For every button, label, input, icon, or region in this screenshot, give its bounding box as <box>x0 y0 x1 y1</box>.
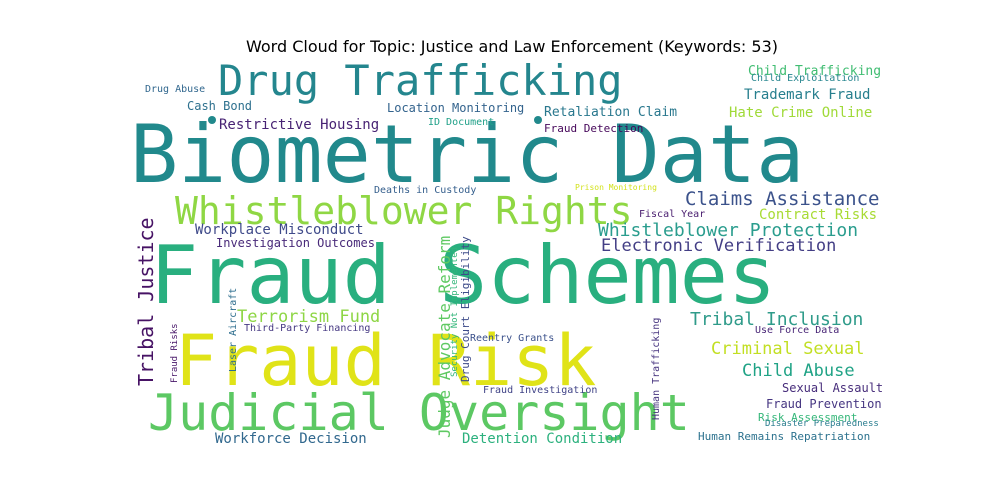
word-fiscal-year: Fiscal Year <box>639 209 705 220</box>
word-location-monitoring: Location Monitoring <box>387 101 524 115</box>
word-fraud-schemes: Fraud Schemes <box>150 229 776 322</box>
word-fraud-investigation: Fraud Investigation <box>483 385 597 396</box>
word-use-force-data: Use Force Data <box>755 325 839 336</box>
word-hate-crime-online: Hate Crime Online <box>729 105 872 121</box>
word-detention-condition: Detention Condition <box>462 431 622 447</box>
word-contract-risks: Contract Risks <box>759 207 877 223</box>
word-workforce-decision: Workforce Decision <box>215 431 367 447</box>
word-risk-assessment: Risk Assessment <box>758 411 857 424</box>
word-tribal-inclusion: Tribal Inclusion <box>690 309 863 330</box>
word-prison-monitoring: Prison Monitoring <box>575 183 657 192</box>
word-tribal-justice: Tribal Justice <box>134 217 158 386</box>
word-investigation-outcomes: Investigation Outcomes <box>216 236 375 250</box>
word-child-exploitation: Child Exploitation <box>751 73 859 84</box>
word-drug-abuse: Drug Abuse <box>145 84 205 95</box>
word-fraud-risks: Fraud Risks <box>170 323 180 383</box>
word-reentry-grants: Reentry Grants <box>470 333 554 344</box>
word-human-trafficking: Human Trafficking <box>651 318 662 420</box>
word-judicial-oversight: Judicial Oversight <box>148 384 690 442</box>
word-human-remains-repatriation: Human Remains Repatriation <box>698 430 870 443</box>
word-drug-court-eligibility: Drug Court Eligibility <box>459 236 472 382</box>
word-claims-assistance: Claims Assistance <box>685 188 879 210</box>
word-criminal-sexual: Criminal Sexual <box>711 339 865 359</box>
word-disaster-preparedness: Disaster Preparedness <box>765 419 879 429</box>
word-security-not-implemented: Security Not Implemented <box>450 247 460 377</box>
word-restrictive-housing: Restrictive Housing <box>219 117 379 133</box>
word-id-document: ID Document <box>428 117 494 128</box>
word-whistleblower-protection: Whistleblower Protection <box>598 220 858 241</box>
word-workplace-misconduct: Workplace Misconduct <box>195 222 364 238</box>
word-retaliation-claim: Retaliation Claim <box>544 105 677 120</box>
word-child-abuse: Child Abuse <box>742 361 855 381</box>
word-judge-advocate-reform: Judge Advocate Reform <box>435 236 454 438</box>
word-whistleblower-rights: Whistleblower Rights <box>175 189 633 233</box>
word-fraud-prevention: Fraud Prevention <box>766 397 882 411</box>
word-cash-bond: Cash Bond <box>187 99 252 113</box>
stray-dot <box>534 116 542 124</box>
chart-title: Word Cloud for Topic: Justice and Law En… <box>246 37 778 56</box>
word-third-party-financing: Third-Party Financing <box>244 323 370 334</box>
word-electronic-verification: Electronic Verification <box>601 236 836 256</box>
word-biometric-data: Biometric Data <box>130 108 804 201</box>
word-sexual-assault: Sexual Assault <box>782 381 883 395</box>
word-drug-trafficking: Drug Trafficking <box>218 56 623 105</box>
word-fraud-detection: Fraud Detection <box>544 122 643 135</box>
word-laser-aircraft: Laser Aircraft <box>228 288 239 372</box>
word-terrorism-fund: Terrorism Fund <box>237 307 380 327</box>
stray-dot <box>208 116 216 124</box>
word-fraud-risk: Fraud Risk <box>175 320 596 402</box>
word-trademark-fraud: Trademark Fraud <box>744 87 870 103</box>
word-child-trafficking: Child Trafficking <box>748 64 881 79</box>
word-deaths-in-custody: Deaths in Custody <box>374 185 476 196</box>
